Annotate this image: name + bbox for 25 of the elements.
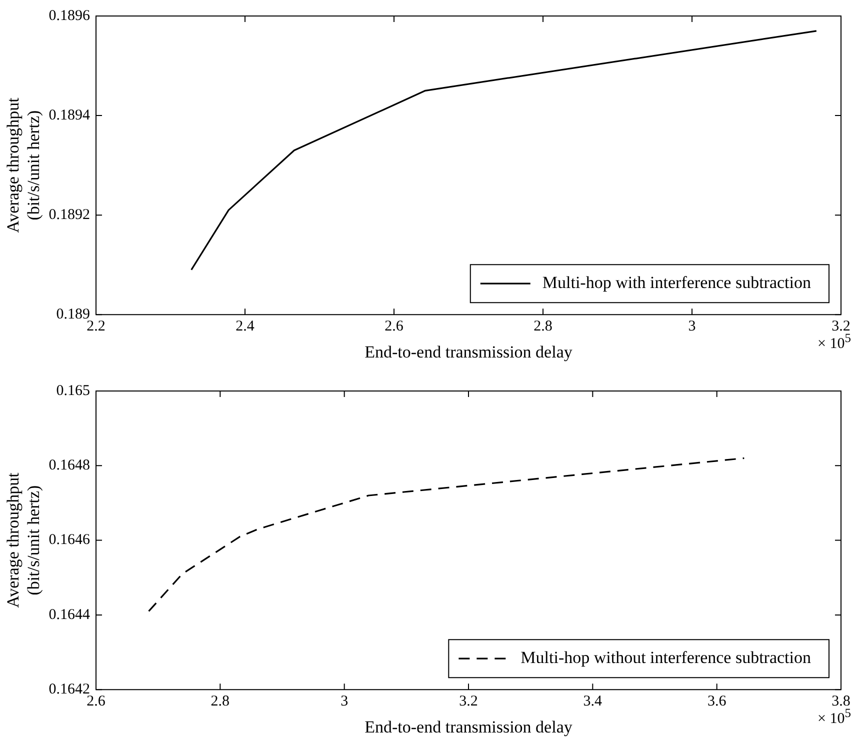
x-tick-label: 3.6 (707, 694, 727, 710)
y-axis-title: Average throughput (bit/s/unit hertz) (4, 472, 44, 608)
x-tick-label: 2.6 (384, 318, 404, 335)
legend-label: Multi-hop with interference subtraction (542, 273, 812, 292)
x-tick-label: 3 (688, 318, 696, 335)
x-tick-label: 3.4 (583, 694, 603, 710)
y-tick-label: 0.1892 (48, 207, 90, 224)
x-axis-title: End-to-end transmission delay (364, 717, 573, 736)
y-tick-label: 0.1896 (48, 8, 90, 24)
y-axis-title: Average throughput (bit/s/unit hertz) (4, 97, 44, 233)
x-tick-label: 3.2 (459, 694, 478, 710)
x-tick-label: 2.4 (236, 318, 255, 335)
x-axis-title: End-to-end transmission delay (364, 342, 573, 362)
y-tick-label: 0.1894 (48, 107, 90, 124)
line-series (148, 457, 745, 612)
x-tick-label: 2.2 (86, 318, 106, 335)
x-tick-label: 2.6 (86, 694, 106, 710)
x-tick-label: 2.8 (534, 318, 552, 335)
legend-label: Multi-hop without interference subtraction (520, 648, 812, 668)
y-tick-label: 0.1648 (48, 458, 90, 474)
y-tick-label: 0.1644 (48, 606, 90, 623)
y-tick-label: 0.165 (56, 382, 90, 399)
y-tick-label: 0.1646 (48, 532, 90, 548)
x-tick-label: 2.8 (210, 694, 230, 710)
x-tick-label: 3 (340, 694, 348, 710)
